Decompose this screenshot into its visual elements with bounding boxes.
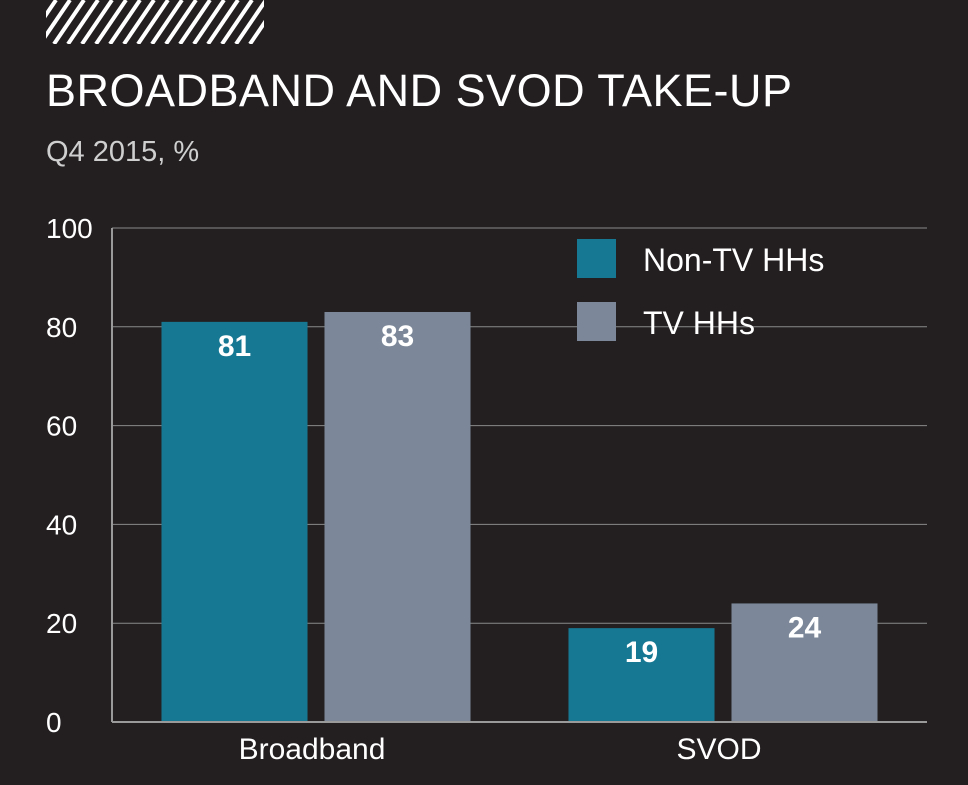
chart-subtitle: Q4 2015, % bbox=[46, 136, 200, 168]
bar-svod-tv-hhs bbox=[731, 603, 878, 722]
bar-svod-non-tv-hhs bbox=[568, 628, 715, 722]
data-label: 19 bbox=[625, 636, 658, 669]
data-label: 83 bbox=[381, 320, 414, 353]
y-tick-label: 60 bbox=[46, 411, 77, 442]
y-tick-label: 40 bbox=[46, 509, 77, 540]
chart-title: BROADBAND AND SVOD TAKE-UP bbox=[46, 65, 793, 116]
legend-label: Non-TV HHs bbox=[643, 242, 824, 278]
legend-label: TV HHs bbox=[643, 305, 755, 341]
legend-swatch bbox=[577, 302, 616, 341]
data-label: 24 bbox=[788, 611, 822, 644]
y-tick-label: 80 bbox=[46, 312, 77, 343]
bar-broadband-non-tv-hhs bbox=[161, 321, 308, 722]
bar-broadband-tv-hhs bbox=[324, 311, 471, 722]
y-tick-label: 0 bbox=[46, 707, 62, 738]
hatch-decoration bbox=[46, 0, 264, 44]
data-label: 81 bbox=[218, 330, 251, 363]
legend-swatch bbox=[577, 239, 616, 278]
y-tick-label: 100 bbox=[46, 213, 93, 244]
x-category-label: SVOD bbox=[676, 733, 761, 766]
x-category-label: Broadband bbox=[239, 733, 386, 766]
y-tick-label: 20 bbox=[46, 608, 77, 639]
